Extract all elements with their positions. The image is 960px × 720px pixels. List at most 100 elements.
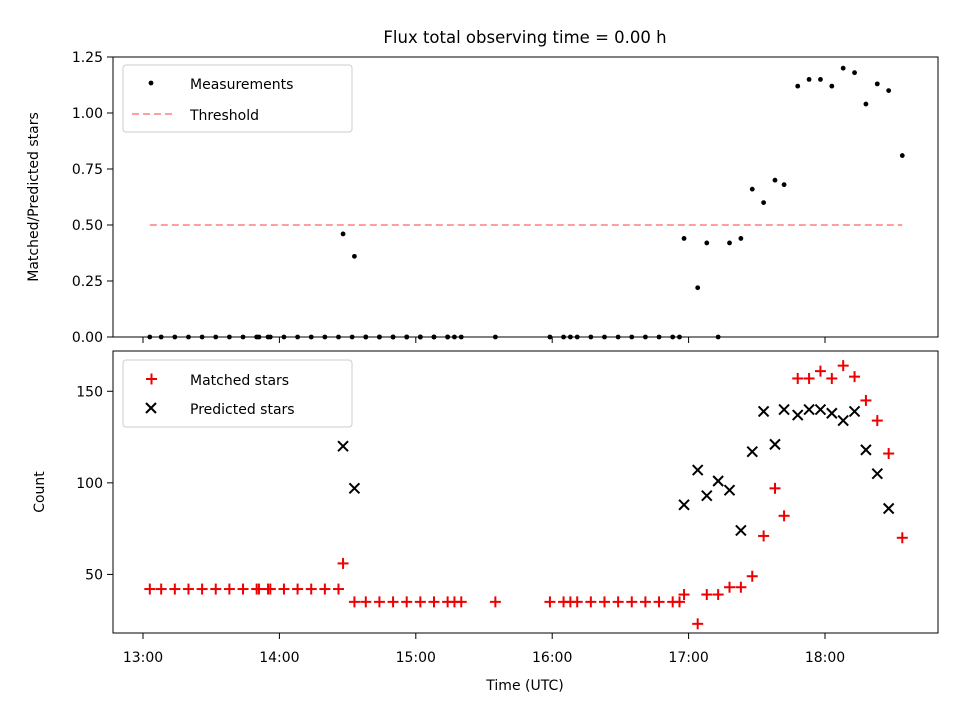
- predicted-point: [735, 524, 747, 537]
- ratio-legend-box: [122, 64, 353, 133]
- measurement-point: [806, 77, 812, 82]
- predicted-point: [746, 446, 758, 458]
- measurement-point: [561, 334, 566, 340]
- matched-point: [803, 372, 815, 384]
- matched-point: [735, 581, 747, 593]
- measurement-point: [738, 236, 744, 241]
- measurement-point: [172, 334, 178, 340]
- matched-point: [348, 596, 360, 608]
- matched-point: [428, 596, 440, 608]
- threshold-legend-label: Threshold: [189, 108, 259, 124]
- ratio-y-tick-label: 0.75: [72, 162, 103, 178]
- matched-point: [182, 583, 194, 595]
- measurement-point: [363, 334, 369, 340]
- matched-point: [414, 596, 426, 608]
- measurement-point: [656, 334, 662, 340]
- measurement-point: [899, 153, 905, 158]
- measurement-point: [295, 334, 300, 340]
- matched-point: [626, 596, 638, 608]
- ratio-y-axis-label: Matched/Predicted stars: [26, 112, 42, 282]
- matched-point: [896, 532, 908, 544]
- measurement-point: [574, 334, 580, 340]
- measurement-point: [458, 334, 464, 340]
- measurement-point: [452, 334, 457, 340]
- measurement-point: [352, 253, 357, 259]
- measurement-point: [147, 334, 153, 340]
- count-x-tick-label: 14:00: [259, 650, 299, 666]
- measurement-point: [795, 83, 801, 89]
- predicted-point: [701, 489, 713, 502]
- count-x-tick-label: 16:00: [532, 650, 572, 666]
- measurement-point: [186, 334, 191, 340]
- measurement-point: [265, 334, 271, 340]
- measurement-point: [547, 334, 553, 340]
- predicted-point: [871, 467, 883, 480]
- matched-point: [769, 482, 781, 494]
- matched-point: [860, 394, 872, 406]
- measurement-point: [781, 182, 787, 188]
- measurement-point: [256, 334, 262, 340]
- matched-point: [278, 583, 290, 595]
- measurement-point: [840, 65, 846, 71]
- ratio-panel: 0.00 0.25 0.50 0.75 1.00 1.25 Matched/Predict…: [26, 50, 939, 346]
- measurement-point: [588, 334, 594, 340]
- matched-point: [360, 596, 372, 608]
- ratio-y-tick-label: 0.25: [72, 274, 103, 290]
- ratio-legend: Measurements Threshold: [122, 64, 353, 133]
- measurement-point: [308, 334, 314, 340]
- count-y-tick-label: 150: [76, 384, 103, 400]
- predicted-point: [757, 405, 770, 418]
- measurement-point: [818, 77, 823, 82]
- matched-point: [387, 596, 399, 608]
- predicted-point: [778, 403, 790, 416]
- matched-point: [292, 583, 304, 595]
- matched-point: [305, 583, 317, 595]
- matched-point: [319, 583, 331, 595]
- measurement-point: [349, 334, 355, 340]
- chart-title: Flux total observing time = 0.00 h: [383, 28, 666, 47]
- measurement-point: [417, 334, 423, 340]
- count-x-tick-label: 13:00: [123, 650, 163, 666]
- predicted-point: [837, 414, 849, 427]
- count-panel-frame: [112, 350, 939, 634]
- x-axis-label: Time (UTC): [485, 678, 563, 694]
- predicted-point: [769, 438, 781, 451]
- measurement-point: [404, 334, 410, 340]
- measurement-point: [615, 334, 621, 340]
- predicted-point: [848, 405, 861, 418]
- ratio-y-tick-label: 1.25: [72, 50, 103, 66]
- predicted-legend-marker: [145, 402, 157, 414]
- measurement-point: [322, 334, 328, 340]
- ratio-y-tick-label: 1.00: [72, 106, 103, 122]
- matched-point: [585, 596, 597, 608]
- predicted-point: [814, 403, 827, 416]
- count-y-tick-label: 100: [76, 476, 103, 492]
- ratio-y-tick-label: 0.00: [72, 330, 103, 346]
- measurement-point: [704, 240, 710, 246]
- predicted-point: [882, 502, 895, 515]
- count-x-ticks: 13:00 14:00 15:00 16:00 17:00 18:00: [123, 633, 845, 666]
- matched-point: [701, 589, 713, 601]
- measurement-point: [602, 334, 607, 340]
- matched-point: [826, 372, 838, 384]
- measurement-point: [772, 177, 778, 183]
- matched-point: [639, 596, 651, 608]
- matched-point: [758, 530, 770, 542]
- measurement-point: [874, 81, 880, 87]
- matched-point: [155, 583, 167, 595]
- measurement-legend-label: Measurements: [190, 77, 293, 93]
- matched-point: [678, 589, 690, 601]
- ratio-y-ticks: 0.00 0.25 0.50 0.75 1.00 1.25: [72, 50, 113, 346]
- count-x-tick-label: 17:00: [668, 650, 708, 666]
- measurement-point: [158, 334, 164, 340]
- predicted-point: [860, 444, 872, 456]
- predicted-point: [803, 403, 815, 416]
- measurement-point: [727, 240, 732, 246]
- predicted-point: [792, 409, 804, 421]
- measurement-point: [629, 334, 635, 340]
- count-x-tick-label: 18:00: [805, 650, 845, 666]
- predicted-point: [678, 499, 690, 511]
- measurement-point: [677, 334, 682, 340]
